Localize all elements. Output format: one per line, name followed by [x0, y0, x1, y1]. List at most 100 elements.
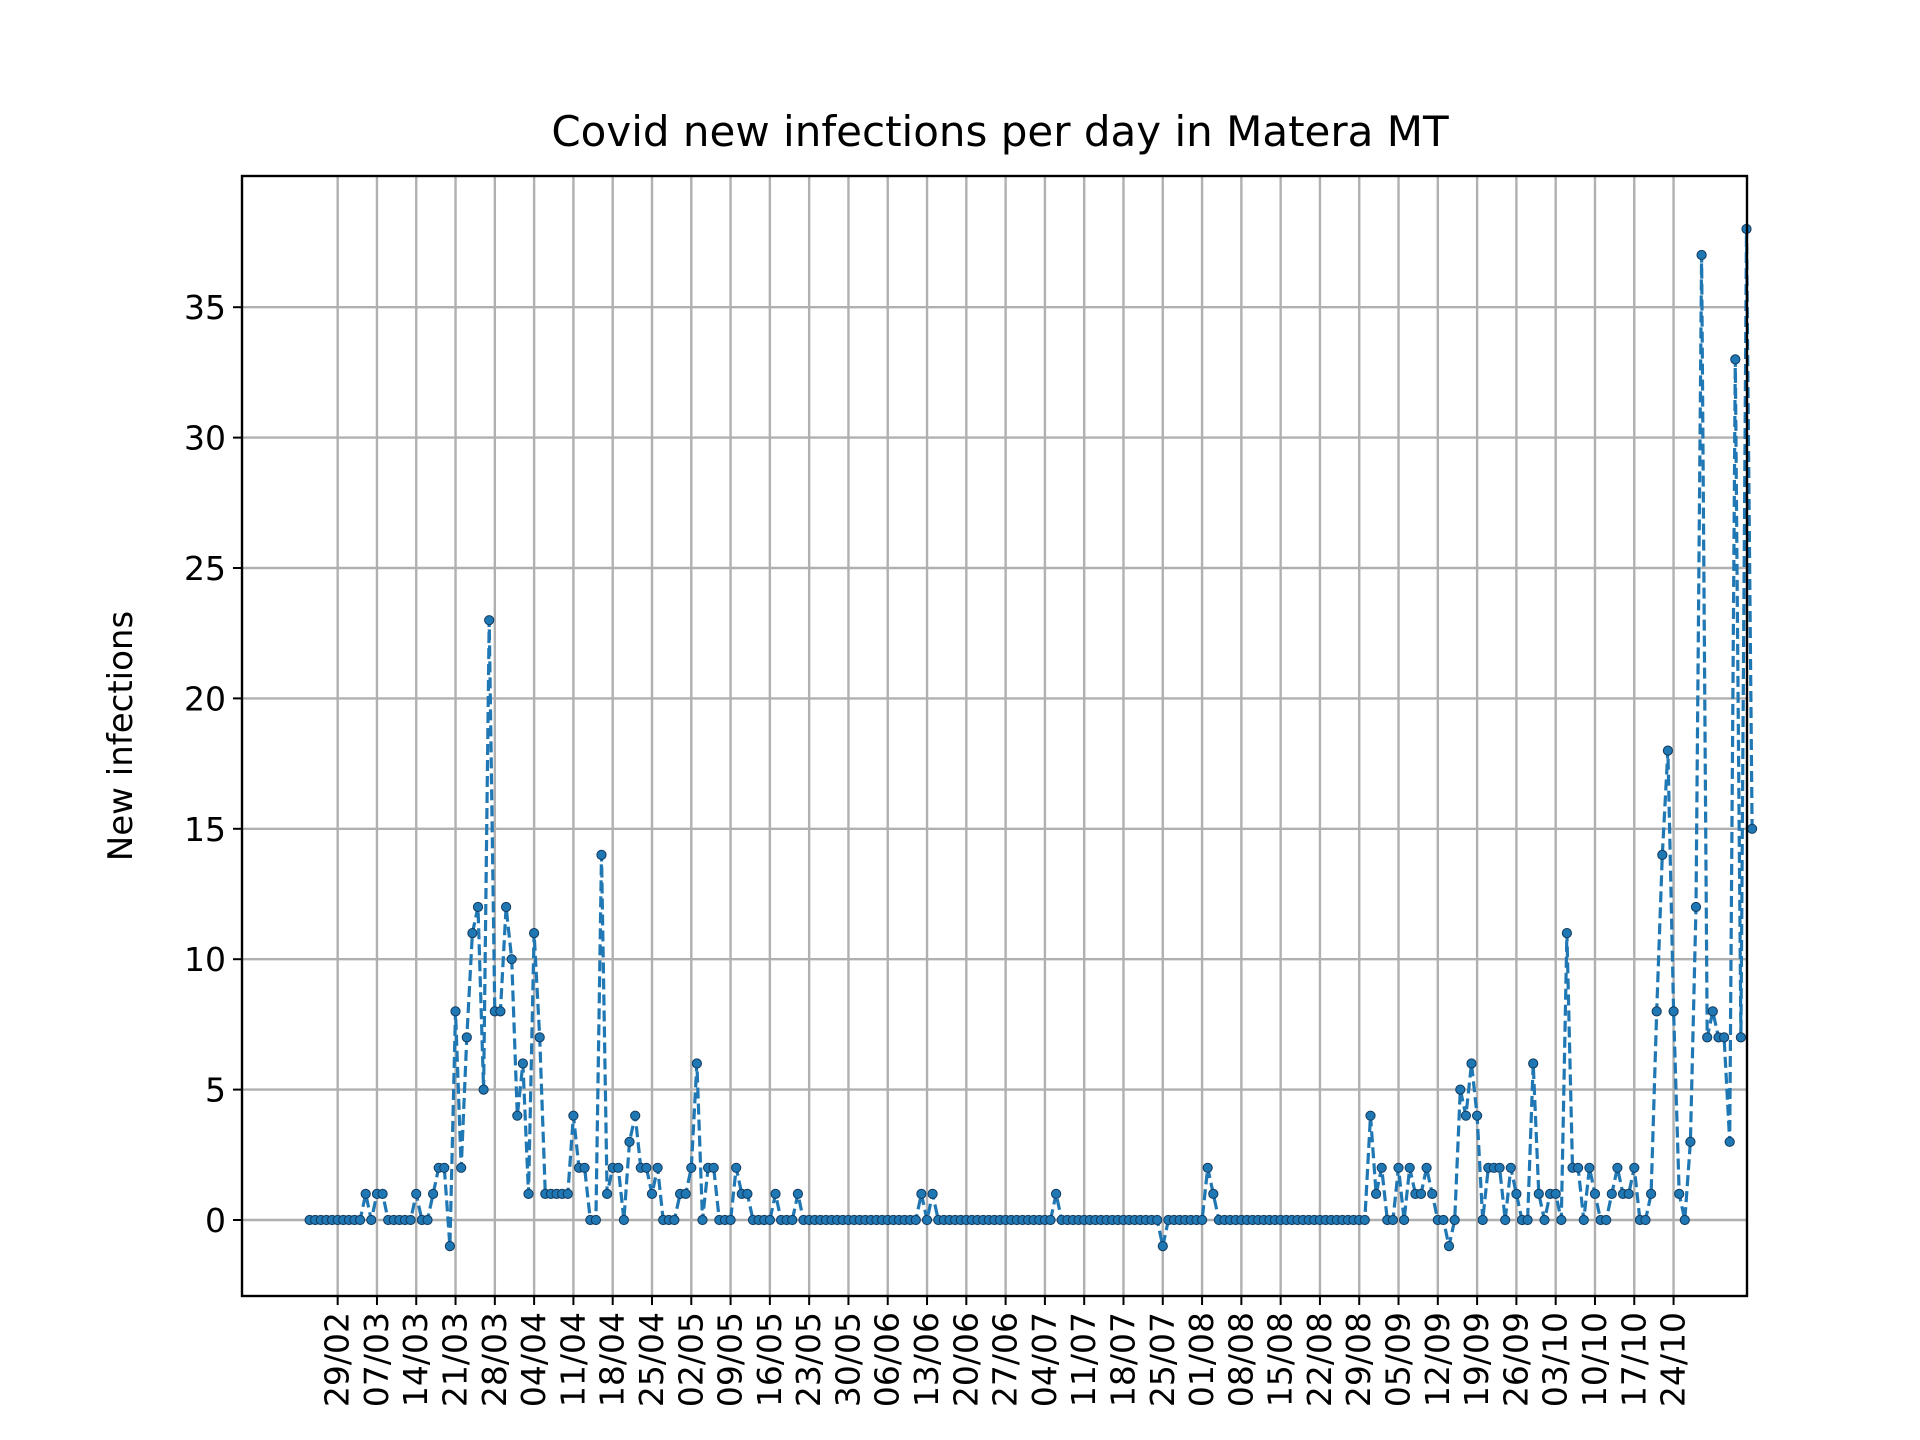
data-point	[630, 1110, 641, 1121]
x-tick-label: 18/07	[1103, 1312, 1142, 1407]
data-point	[686, 1162, 697, 1173]
data-point	[927, 1188, 938, 1200]
x-tick-label: 21/03	[436, 1312, 475, 1407]
data-point	[1606, 1188, 1617, 1200]
data-point	[1202, 1162, 1213, 1173]
x-tick-label: 10/10	[1575, 1312, 1614, 1407]
data-point	[596, 849, 607, 861]
x-tick-label: 29/02	[318, 1312, 357, 1407]
data-point	[444, 1241, 455, 1252]
data-point	[1679, 1214, 1690, 1226]
data-point	[568, 1110, 579, 1121]
data-point	[360, 1188, 371, 1200]
data-point	[1393, 1162, 1404, 1173]
data-point	[1730, 354, 1741, 365]
data-point	[787, 1214, 798, 1226]
data-point	[1427, 1188, 1438, 1200]
data-point	[1657, 849, 1668, 861]
data-point	[1533, 1188, 1544, 1200]
data-point	[1623, 1188, 1634, 1200]
data-point	[1443, 1241, 1455, 1252]
data-point	[792, 1188, 804, 1200]
data-point	[1584, 1162, 1595, 1173]
data-point	[652, 1162, 663, 1173]
data-point	[1438, 1214, 1449, 1226]
data-point	[1522, 1214, 1533, 1226]
data-point	[1668, 1006, 1679, 1017]
data-point	[1157, 1241, 1168, 1252]
data-point	[1404, 1162, 1415, 1173]
x-tick-label: 16/05	[750, 1312, 789, 1407]
y-axis-label: New infections	[101, 611, 141, 861]
data-point	[1421, 1162, 1432, 1173]
data-point	[495, 1006, 506, 1017]
x-tick-label: 12/09	[1418, 1312, 1457, 1407]
x-tick-label: 05/09	[1379, 1312, 1418, 1407]
data-point	[916, 1188, 927, 1200]
series-line	[309, 228, 1754, 1247]
data-point	[484, 615, 495, 626]
data-point	[1449, 1214, 1460, 1226]
plot-frame	[240, 174, 1749, 1298]
data-point	[478, 1084, 489, 1095]
data-point	[1651, 1006, 1662, 1017]
data-point	[1387, 1214, 1399, 1226]
data-point	[456, 1162, 467, 1173]
data-point	[1612, 1162, 1623, 1173]
data-point	[411, 1188, 422, 1200]
data-point	[377, 1188, 388, 1200]
x-tick-label: 30/05	[828, 1312, 867, 1407]
x-tick-label: 28/03	[475, 1312, 514, 1407]
data-point	[1477, 1214, 1488, 1226]
data-point	[1152, 1214, 1163, 1226]
data-point	[355, 1214, 366, 1226]
data-point	[1528, 1058, 1539, 1069]
data-point	[1724, 1136, 1735, 1147]
y-tick-label: 10	[184, 940, 226, 979]
data-point	[1629, 1162, 1640, 1173]
data-point	[428, 1188, 439, 1200]
x-tick-label: 03/10	[1536, 1312, 1575, 1407]
chart-title: Covid new infections per day in Matera M…	[551, 107, 1449, 156]
x-tick-label: 02/05	[671, 1312, 710, 1407]
data-point	[1662, 745, 1674, 756]
y-tick-label: 15	[184, 810, 226, 849]
x-tick-label: 01/08	[1182, 1312, 1221, 1407]
data-point	[691, 1058, 703, 1069]
data-point	[1539, 1214, 1550, 1226]
data-point	[1578, 1214, 1589, 1226]
data-point	[1460, 1110, 1472, 1121]
x-tick-label: 29/08	[1339, 1312, 1378, 1407]
x-tick-label: 20/06	[946, 1312, 985, 1407]
data-point	[1045, 1214, 1056, 1226]
data-point	[624, 1136, 635, 1147]
data-point	[405, 1214, 416, 1226]
data-point	[1494, 1162, 1505, 1173]
data-point	[579, 1162, 590, 1173]
y-tick-label: 5	[205, 1071, 226, 1110]
data-point	[1365, 1110, 1376, 1121]
x-tick-label: 11/04	[553, 1312, 592, 1407]
data-point	[1455, 1084, 1466, 1095]
data-point	[1735, 1032, 1747, 1043]
data-point	[1511, 1188, 1522, 1200]
y-tick-label: 20	[184, 679, 226, 718]
data-point	[1399, 1214, 1410, 1226]
data-point	[1051, 1188, 1062, 1200]
data-point	[1208, 1188, 1219, 1200]
x-tick-label: 26/09	[1496, 1312, 1535, 1407]
data-point	[562, 1188, 573, 1200]
data-point	[725, 1214, 736, 1226]
x-tick-label: 18/04	[593, 1312, 632, 1407]
data-point	[1690, 901, 1702, 913]
x-tick-label: 06/06	[868, 1312, 907, 1407]
data-point	[602, 1188, 613, 1200]
data-point	[613, 1162, 624, 1173]
data-point	[1197, 1214, 1208, 1226]
data-point	[523, 1188, 534, 1200]
x-tick-label: 09/05	[711, 1312, 750, 1407]
y-tick-label: 0	[205, 1201, 226, 1240]
data-point	[618, 1214, 630, 1226]
